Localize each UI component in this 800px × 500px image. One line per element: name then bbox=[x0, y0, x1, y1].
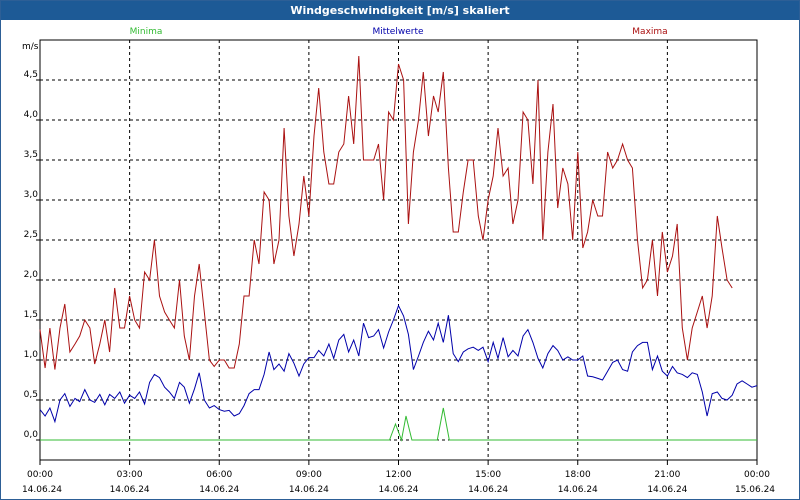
x-tick-date: 14.06.24 bbox=[199, 485, 239, 495]
y-tick-label: 2,0 bbox=[24, 270, 39, 280]
axes bbox=[36, 39, 758, 465]
x-tick-time: 00:00 bbox=[27, 470, 53, 480]
legend-maxima: Maxima bbox=[632, 27, 667, 37]
y-tick-label: 1,5 bbox=[24, 310, 38, 320]
y-tick-label: 3,5 bbox=[24, 150, 38, 160]
x-tick-date: 15.06.24 bbox=[735, 485, 775, 495]
x-tick-time: 03:00 bbox=[117, 470, 143, 480]
y-tick-label: 0,5 bbox=[24, 390, 38, 400]
legend-mittelwerte: Mittelwerte bbox=[372, 27, 423, 37]
legend-minima: Minima bbox=[130, 27, 163, 37]
x-tick-time: 21:00 bbox=[654, 470, 680, 480]
y-tick-label: 1,0 bbox=[24, 350, 39, 360]
x-tick-time: 06:00 bbox=[206, 470, 232, 480]
y-axis-label: m/s bbox=[22, 42, 39, 52]
x-tick-date: 14.06.24 bbox=[110, 485, 150, 495]
x-tick-time: 12:00 bbox=[386, 470, 412, 480]
series-lines bbox=[39, 55, 758, 442]
y-tick-label: 4,5 bbox=[24, 70, 38, 80]
series-line-mittelwerte bbox=[39, 304, 758, 424]
series-line-maxima bbox=[39, 55, 733, 370]
y-tick-label: 4,0 bbox=[24, 110, 39, 120]
x-tick-date: 14.06.24 bbox=[468, 485, 508, 495]
x-tick-time: 18:00 bbox=[565, 470, 591, 480]
tick-labels: 0,0 0,5 1,0 1,5 2,0 2,5 3,0 3,5 4,0 4,5 00:00 14.06… bbox=[22, 70, 775, 495]
x-tick-date: 14.06.24 bbox=[22, 485, 62, 495]
y-tick-label: 2,5 bbox=[24, 230, 38, 240]
x-tick-time: 15:00 bbox=[475, 470, 501, 480]
x-tick-date: 14.06.24 bbox=[647, 485, 687, 495]
x-tick-date: 14.06.24 bbox=[558, 485, 598, 495]
series-line-minima bbox=[40, 407, 757, 442]
grid-lines bbox=[40, 40, 757, 460]
plot-frame bbox=[39, 39, 758, 461]
y-tick-label: 0,0 bbox=[24, 430, 39, 440]
x-tick-date: 14.06.24 bbox=[378, 485, 418, 495]
chart-title: Windgeschwindigkeit [m/s] skaliert bbox=[1, 1, 799, 20]
x-tick-date: 14.06.24 bbox=[289, 485, 329, 495]
x-tick-time: 09:00 bbox=[296, 470, 322, 480]
x-tick-time: 00:00 bbox=[744, 470, 770, 480]
y-tick-label: 3,0 bbox=[24, 190, 39, 200]
